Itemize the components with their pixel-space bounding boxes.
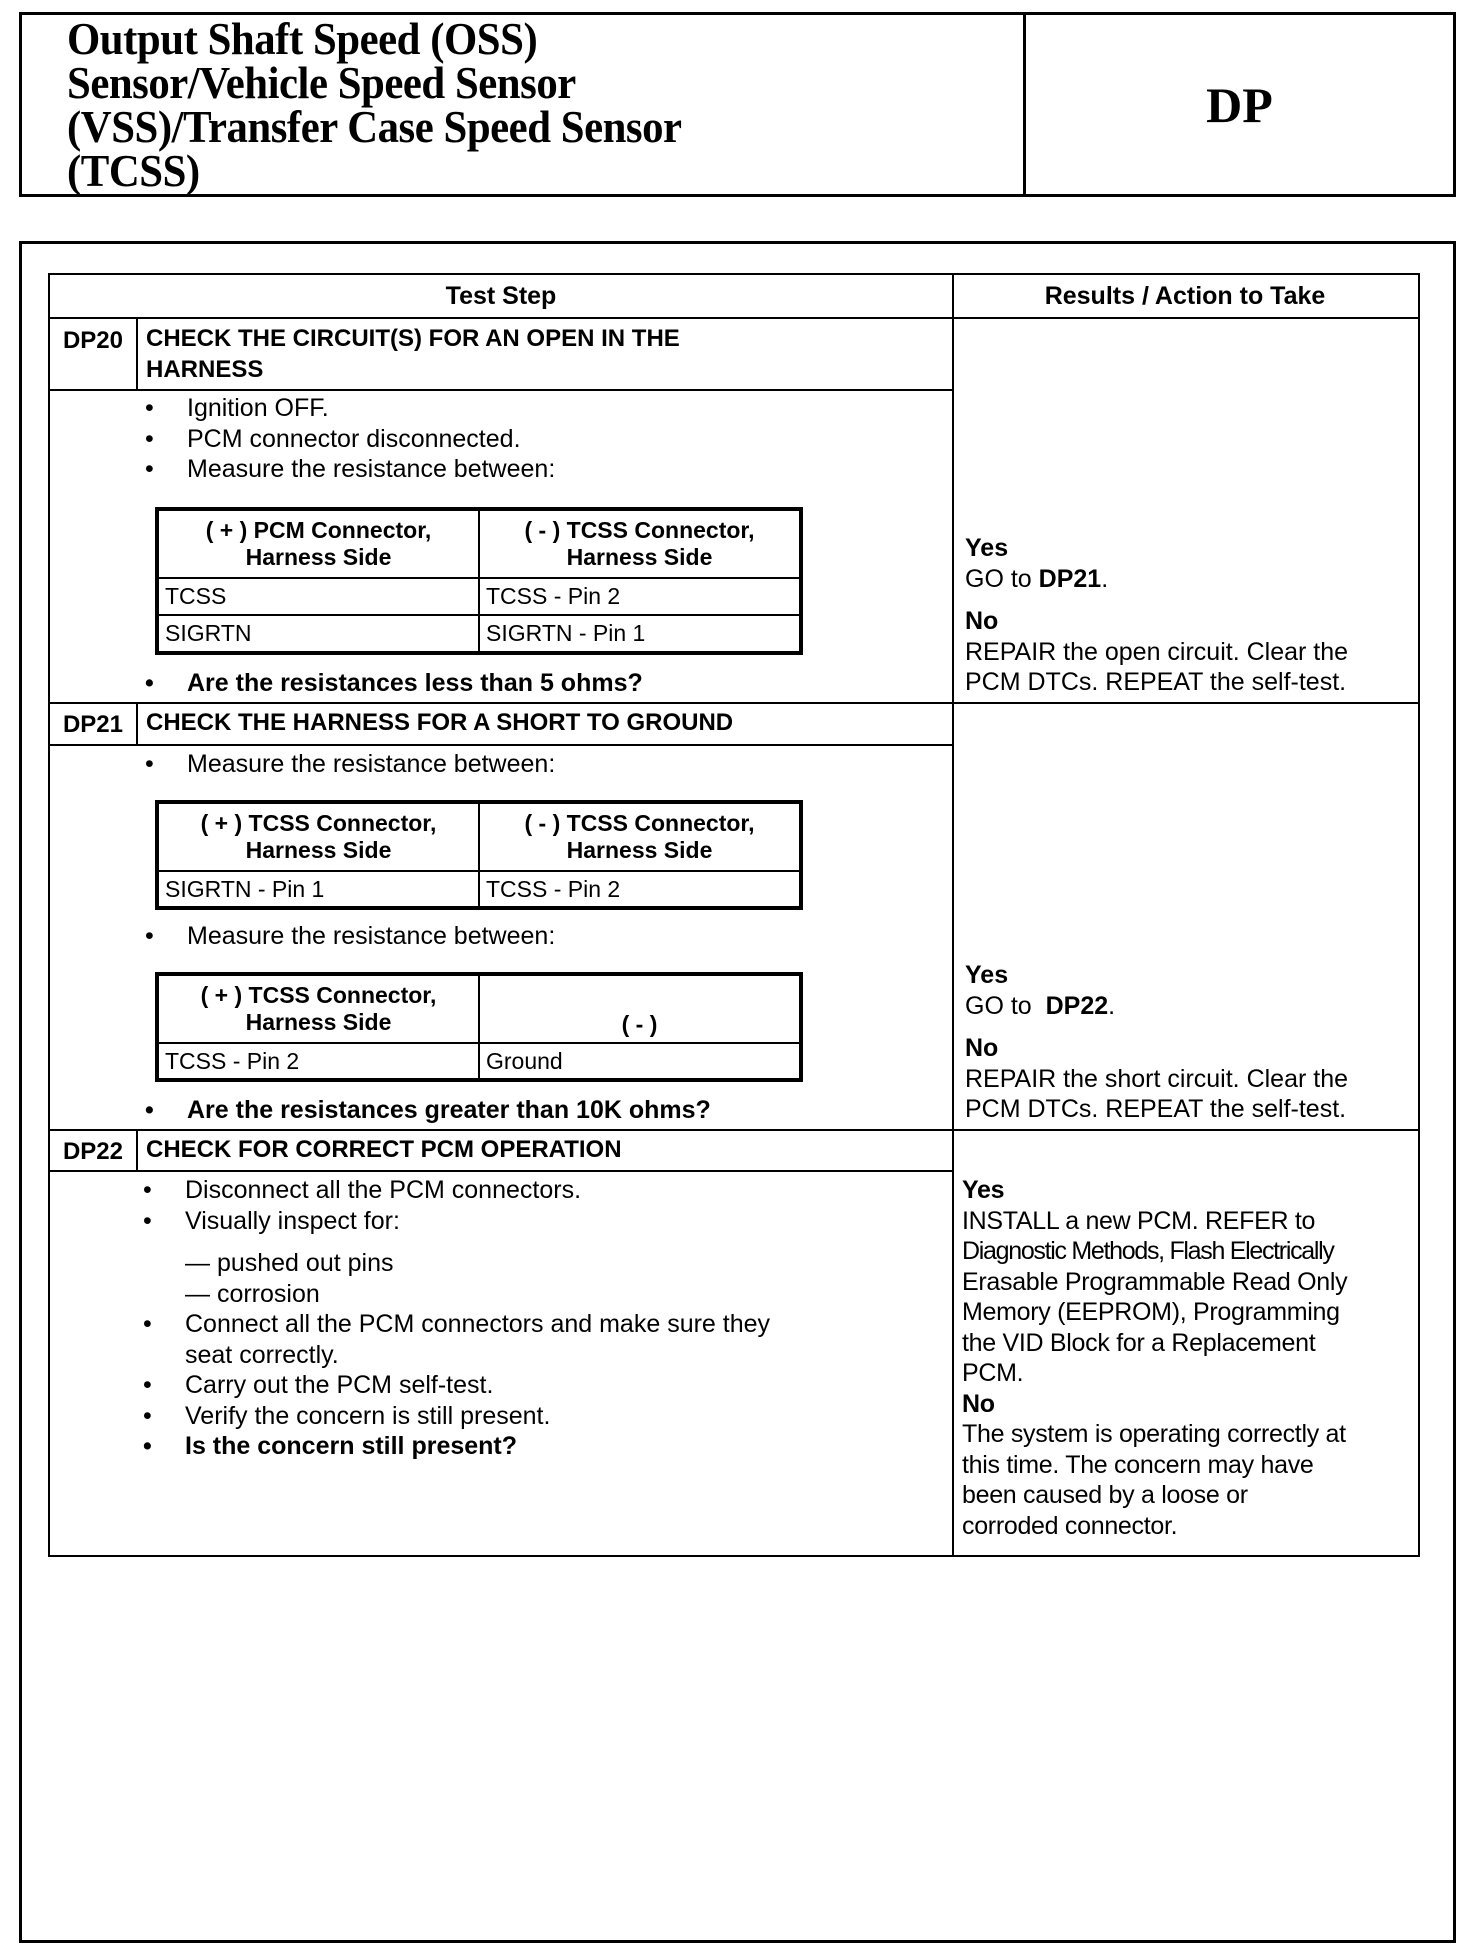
step-title: CHECK THE CIRCUIT(S) FOR AN OPEN IN THE …: [146, 325, 680, 383]
list-item: PCM connector disconnected.: [145, 424, 555, 455]
divider: [136, 1129, 138, 1170]
resistance-table: ( + ) TCSS Connector, Harness Side( - ) T…: [155, 800, 803, 910]
step-title: CHECK FOR CORRECT PCM OPERATION: [146, 1136, 622, 1163]
step-instructions: Measure the resistance between:: [145, 921, 555, 952]
subtable-cell: Ground: [478, 1042, 801, 1080]
step-instructions: Measure the resistance between:: [145, 749, 555, 780]
col-header-results: Results / Action to Take: [1044, 281, 1326, 310]
subtable-cell: TCSS - Pin 2: [478, 577, 801, 616]
subtable-cell: SIGRTN - Pin 1: [478, 614, 801, 653]
step-instructions: Ignition OFF. PCM connector disconnected…: [145, 393, 555, 485]
list-item: seat correctly.: [185, 1340, 339, 1369]
subtable-cell: TCSS - Pin 2: [478, 870, 801, 908]
results-dp22: Yes INSTALL a new PCM. REFER to Diagnost…: [962, 1176, 1348, 1540]
column-divider: [952, 275, 954, 1555]
divider: [50, 744, 952, 746]
yes-label: Yes: [965, 961, 1009, 989]
step-id: DP21: [62, 711, 124, 738]
list-item: Measure the resistance between:: [145, 749, 555, 780]
divider: [50, 389, 952, 391]
content-frame: [19, 241, 1456, 1943]
yes-label: Yes: [962, 1176, 1005, 1204]
divider: [136, 317, 138, 389]
list-item: Measure the resistance between:: [145, 454, 555, 485]
no-label: No: [965, 607, 999, 635]
page-header: Output Shaft Speed (OSS) Sensor/Vehicle …: [19, 12, 1456, 197]
no-label: No: [965, 1034, 999, 1062]
step-question: Are the resistances greater than 10K ohm…: [145, 1095, 711, 1126]
subtable-cell: SIGRTN: [157, 614, 480, 653]
step-title: CHECK THE HARNESS FOR A SHORT TO GROUND: [146, 709, 734, 736]
divider: [50, 702, 1418, 704]
list-item: Disconnect all the PCM connectors.: [143, 1175, 770, 1206]
step-id: DP20: [62, 327, 124, 354]
list-item: Are the resistances less than 5 ohms?: [145, 668, 643, 699]
test-table: Test Step Results / Action to Take DP20 …: [48, 273, 1420, 1557]
page-title: Output Shaft Speed (OSS) Sensor/Vehicle …: [67, 13, 682, 196]
list-item: Ignition OFF.: [145, 393, 555, 424]
list-item: Connect all the PCM connectors and make …: [143, 1309, 770, 1340]
results-dp21: Yes GO to DP22. No REPAIR the short circ…: [965, 961, 1349, 1123]
no-label: No: [962, 1389, 995, 1418]
divider: [136, 702, 138, 744]
yes-action: GO to DP22.: [965, 991, 1116, 1020]
row-divider: [50, 317, 1418, 319]
list-item: Is the concern still present?: [143, 1431, 770, 1462]
subtable-cell: TCSS - Pin 2: [157, 1042, 480, 1080]
step-question: Are the resistances less than 5 ohms?: [145, 668, 643, 699]
resistance-table: ( + ) PCM Connector, Harness Side( - ) TC…: [155, 507, 803, 655]
header-divider: [1023, 15, 1026, 194]
list-item: Carry out the PCM self-test.: [143, 1370, 770, 1401]
yes-action: GO to DP21.: [965, 564, 1109, 593]
resistance-table: ( + ) TCSS Connector, Harness Side( - ) T…: [155, 972, 803, 1082]
subtable-cell: SIGRTN - Pin 1: [157, 870, 480, 908]
yes-label: Yes: [965, 534, 1009, 562]
list-item: Visually inspect for:: [143, 1206, 770, 1237]
subtable-header: ( - ) TCSS Connector, Harness Side: [478, 509, 801, 579]
subtable-cell: TCSS: [157, 577, 480, 616]
list-item: — corrosion: [185, 1279, 320, 1308]
list-item: Measure the resistance between:: [145, 921, 555, 952]
section-code: DP: [1206, 76, 1273, 133]
list-item: Verify the concern is still present.: [143, 1401, 770, 1432]
subtable-header: ( + ) PCM Connector, Harness Side: [157, 509, 480, 579]
col-header-test-step: Test Step: [445, 281, 557, 310]
list-item: — pushed out pins: [185, 1249, 394, 1277]
list-item: Are the resistances greater than 10K ohm…: [145, 1095, 711, 1126]
step-instructions: Disconnect all the PCM connectors. Visua…: [143, 1175, 770, 1462]
divider: [50, 1129, 1418, 1131]
step-id: DP22: [62, 1138, 124, 1165]
divider: [50, 1170, 952, 1172]
results-dp20: Yes GO to DP21. No REPAIR the open circu…: [965, 534, 1349, 696]
